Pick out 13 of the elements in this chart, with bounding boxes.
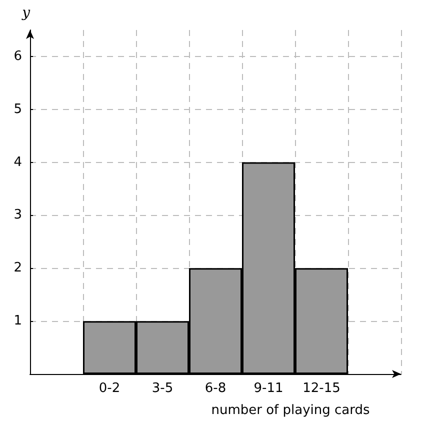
y-tick-label: 2 (14, 260, 22, 276)
y-tick-label: 5 (14, 102, 22, 117)
y-tick-label: 6 (14, 48, 22, 64)
x-tick-label: 12-15 (302, 381, 340, 396)
x-tick-label: 9-11 (254, 381, 284, 396)
y-axis-title: y (21, 5, 32, 21)
y-tick-label: 4 (14, 154, 22, 170)
x-tick-label: 6-8 (204, 381, 226, 396)
y-tick-label: 3 (14, 208, 22, 223)
y-tick-label: 1 (14, 314, 22, 329)
x-axis-title: number of playing cards (211, 403, 370, 418)
x-tick-label: 3-5 (152, 381, 174, 396)
x-tick-label: 0-2 (98, 381, 120, 396)
